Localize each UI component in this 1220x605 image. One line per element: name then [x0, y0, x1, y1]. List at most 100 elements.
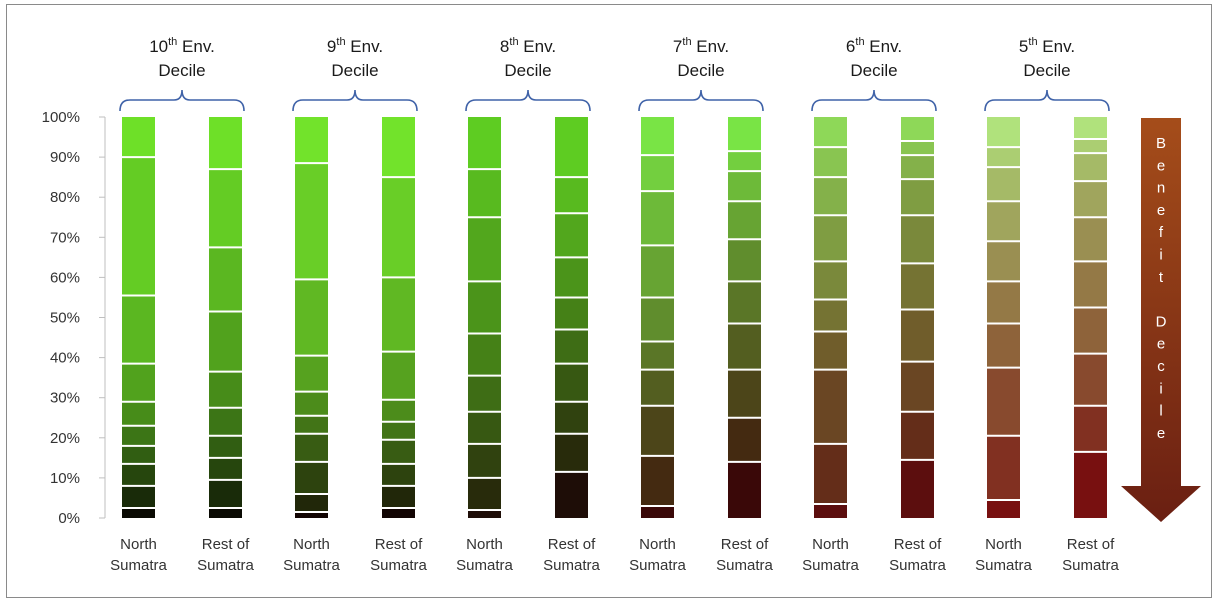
bar-segment: [295, 433, 328, 462]
bar-segment: [1074, 307, 1107, 354]
bar-segment: [295, 355, 328, 392]
bar-segment: [987, 499, 1020, 518]
group-title-line2: Decile: [331, 61, 378, 80]
bar-segment: [728, 461, 761, 518]
group-title-line2: Decile: [504, 61, 551, 80]
bar-segment: [555, 329, 588, 364]
group-title: 10th Env.: [149, 36, 215, 56]
bar-segment: [641, 117, 674, 156]
bar-segment: [209, 435, 242, 458]
bar-segment: [382, 399, 415, 422]
x-label-line1: Rest of: [894, 536, 942, 553]
bar-segment: [209, 407, 242, 436]
bar-segment: [641, 155, 674, 192]
bar-segment: [1074, 451, 1107, 518]
bar-segment: [382, 439, 415, 464]
group-title: 5th Env.: [1019, 36, 1075, 56]
arrow-letter: f: [1159, 224, 1164, 241]
bar-segment: [728, 201, 761, 240]
bar-segment: [122, 157, 155, 296]
bar-segment: [728, 151, 761, 172]
y-tick-label: 20%: [50, 430, 80, 447]
bar-segment: [901, 309, 934, 362]
bar-segment: [209, 247, 242, 312]
group-bracket: [984, 89, 1110, 112]
bar-segment: [641, 455, 674, 506]
group-titles: 10th Env. Decile 9th Env. Decile 8th Env. Dec…: [149, 36, 1075, 80]
x-label-line2: Sumatra: [716, 557, 773, 574]
y-tick-label: 40%: [50, 350, 80, 367]
x-label-line2: Sumatra: [283, 557, 340, 574]
arrow-letter: l: [1159, 403, 1162, 420]
x-label-line2: Sumatra: [975, 557, 1032, 574]
bar-segment: [901, 179, 934, 216]
group-title: 9th Env.: [327, 36, 383, 56]
bar-segment: [1074, 261, 1107, 308]
group-title: 8th Env.: [500, 36, 556, 56]
group-bracket: [638, 89, 764, 112]
bar-segment: [295, 117, 328, 164]
bar-segment: [295, 461, 328, 494]
x-label-line1: Rest of: [202, 536, 250, 553]
bar-segment: [468, 411, 501, 444]
x-label-line2: Sumatra: [629, 557, 686, 574]
x-label-line1: Rest of: [548, 536, 596, 553]
bar-segment: [987, 201, 1020, 242]
bar-segment: [987, 241, 1020, 282]
bar-segment: [1074, 405, 1107, 452]
y-tick-label: 100%: [42, 109, 80, 126]
x-label-line1: North: [466, 536, 503, 553]
bar-segment: [468, 443, 501, 478]
bar-segment: [987, 147, 1020, 168]
bar-segment: [1074, 217, 1107, 262]
bar-segment: [555, 363, 588, 402]
bar-segment: [468, 169, 501, 218]
bar-segment: [122, 485, 155, 508]
bar-segment: [209, 457, 242, 480]
bar-segment: [901, 155, 934, 180]
bars-layer: [122, 117, 1107, 518]
bar-segment: [1074, 181, 1107, 218]
bar-segment: [901, 459, 934, 518]
group-title: 6th Env.: [846, 36, 902, 56]
bar-segment: [122, 445, 155, 464]
y-tick-label: 30%: [50, 390, 80, 407]
bar-segment: [814, 299, 847, 332]
bar-segment: [555, 177, 588, 214]
x-label-line1: North: [812, 536, 849, 553]
bar-segment: [1074, 353, 1107, 406]
group-title-line2: Decile: [677, 61, 724, 80]
bar-segment: [295, 493, 328, 512]
bar-segment: [641, 191, 674, 246]
group-bracket: [119, 89, 245, 112]
bar-segment: [295, 279, 328, 356]
bar-segment: [641, 297, 674, 342]
bar-segment: [382, 177, 415, 278]
bar-segment: [468, 375, 501, 412]
x-axis-labels: North Sumatra Rest of Sumatra North Sumatra Re…: [110, 536, 1119, 574]
bar-segment: [901, 361, 934, 412]
bar-segment: [901, 215, 934, 264]
bar-segment: [1074, 139, 1107, 154]
bar-segment: [901, 263, 934, 310]
arrow-letter: e: [1157, 157, 1165, 174]
bar-segment: [555, 213, 588, 258]
group-title-line2: Decile: [158, 61, 205, 80]
bar-segment: [122, 463, 155, 486]
arrow-letter: e: [1157, 425, 1165, 442]
bar-segment: [555, 471, 588, 518]
bar-segment: [468, 477, 501, 510]
bar-segment: [382, 351, 415, 400]
bar-segment: [555, 257, 588, 298]
x-label-line1: Rest of: [1067, 536, 1115, 553]
bar-segment: [295, 511, 328, 518]
bar-segment: [1074, 153, 1107, 182]
bar-segment: [382, 463, 415, 486]
y-tick-label: 0%: [58, 510, 80, 527]
bar-segment: [728, 281, 761, 324]
bar-segment: [728, 171, 761, 202]
x-label-line1: North: [985, 536, 1022, 553]
bar-segment: [814, 177, 847, 216]
